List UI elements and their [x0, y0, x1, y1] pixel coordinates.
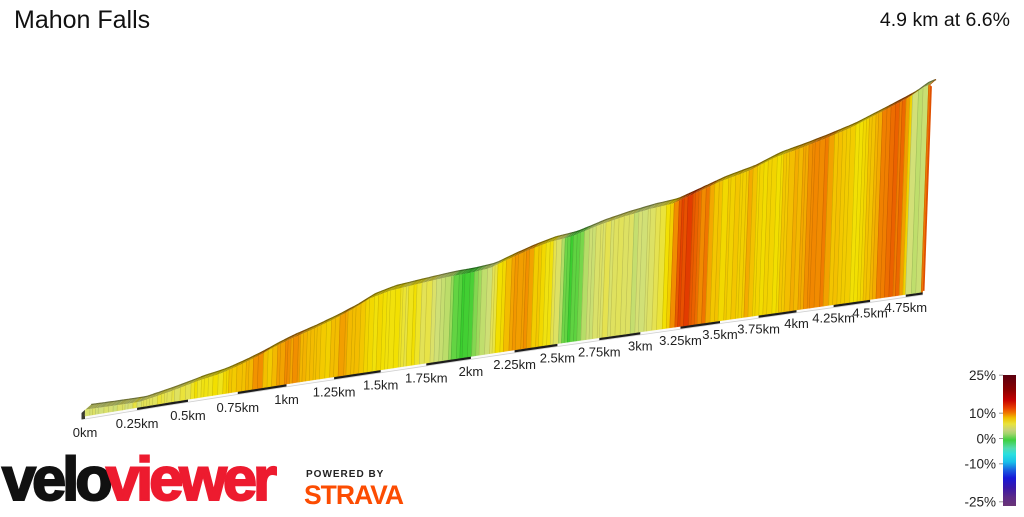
svg-text:Mahon Falls: Mahon Falls: [14, 6, 150, 34]
svg-text:1.25km: 1.25km: [313, 385, 356, 400]
svg-text:velo: velo: [2, 445, 110, 512]
svg-text:4.9 km at 6.6%: 4.9 km at 6.6%: [880, 9, 1010, 31]
svg-text:2km: 2km: [459, 364, 484, 379]
svg-text:3km: 3km: [628, 339, 653, 354]
svg-text:3.5km: 3.5km: [702, 327, 737, 342]
svg-text:4km: 4km: [784, 316, 809, 331]
svg-text:4.25km: 4.25km: [812, 311, 855, 326]
svg-text:2.5km: 2.5km: [540, 351, 575, 366]
svg-text:-10%: -10%: [964, 457, 996, 472]
svg-text:4.5km: 4.5km: [852, 305, 887, 320]
svg-text:STRAVA: STRAVA: [304, 480, 404, 510]
svg-text:1km: 1km: [274, 392, 299, 407]
svg-text:25%: 25%: [969, 368, 996, 383]
svg-text:POWERED BY: POWERED BY: [306, 469, 384, 480]
svg-text:2.25km: 2.25km: [493, 357, 536, 372]
svg-text:2.75km: 2.75km: [578, 345, 621, 360]
svg-text:0km: 0km: [73, 425, 98, 440]
svg-text:0.5km: 0.5km: [170, 408, 205, 423]
svg-text:0%: 0%: [976, 431, 996, 446]
svg-text:1.5km: 1.5km: [363, 378, 398, 393]
svg-text:0.75km: 0.75km: [216, 400, 259, 415]
svg-text:3.25km: 3.25km: [659, 333, 702, 348]
svg-text:4.75km: 4.75km: [884, 300, 927, 315]
svg-text:viewer: viewer: [106, 445, 276, 512]
svg-text:0.25km: 0.25km: [116, 416, 159, 431]
svg-text:1.75km: 1.75km: [405, 371, 448, 386]
svg-text:3.75km: 3.75km: [737, 322, 780, 337]
svg-text:10%: 10%: [969, 406, 996, 421]
svg-text:-25%: -25%: [964, 495, 996, 510]
